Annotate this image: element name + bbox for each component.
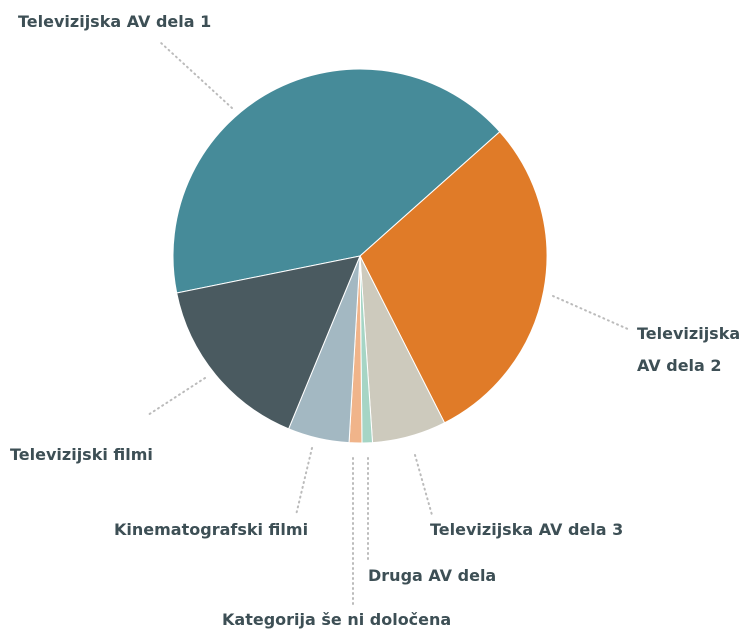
slice-label: Kategorija še ni določena [222, 610, 452, 629]
pie-slice [359, 131, 548, 424]
leader-line [552, 295, 631, 331]
slice-label: Televizijska AV dela 2 [637, 324, 741, 375]
leader-line [147, 377, 206, 416]
pie-slice [172, 68, 501, 294]
slice-label: Druga AV dela [368, 566, 497, 585]
slice-label: Kinematografski filmi [114, 520, 309, 539]
slice-label: Televizijska AV dela 3 [430, 520, 624, 539]
leader-line [414, 454, 433, 516]
slice-label: Televizijska AV dela 1 [18, 12, 212, 31]
leader-line [159, 41, 233, 109]
pie-slice [176, 255, 361, 430]
slice-label: Televizijski filmi [10, 445, 153, 464]
leader-line [295, 447, 313, 516]
